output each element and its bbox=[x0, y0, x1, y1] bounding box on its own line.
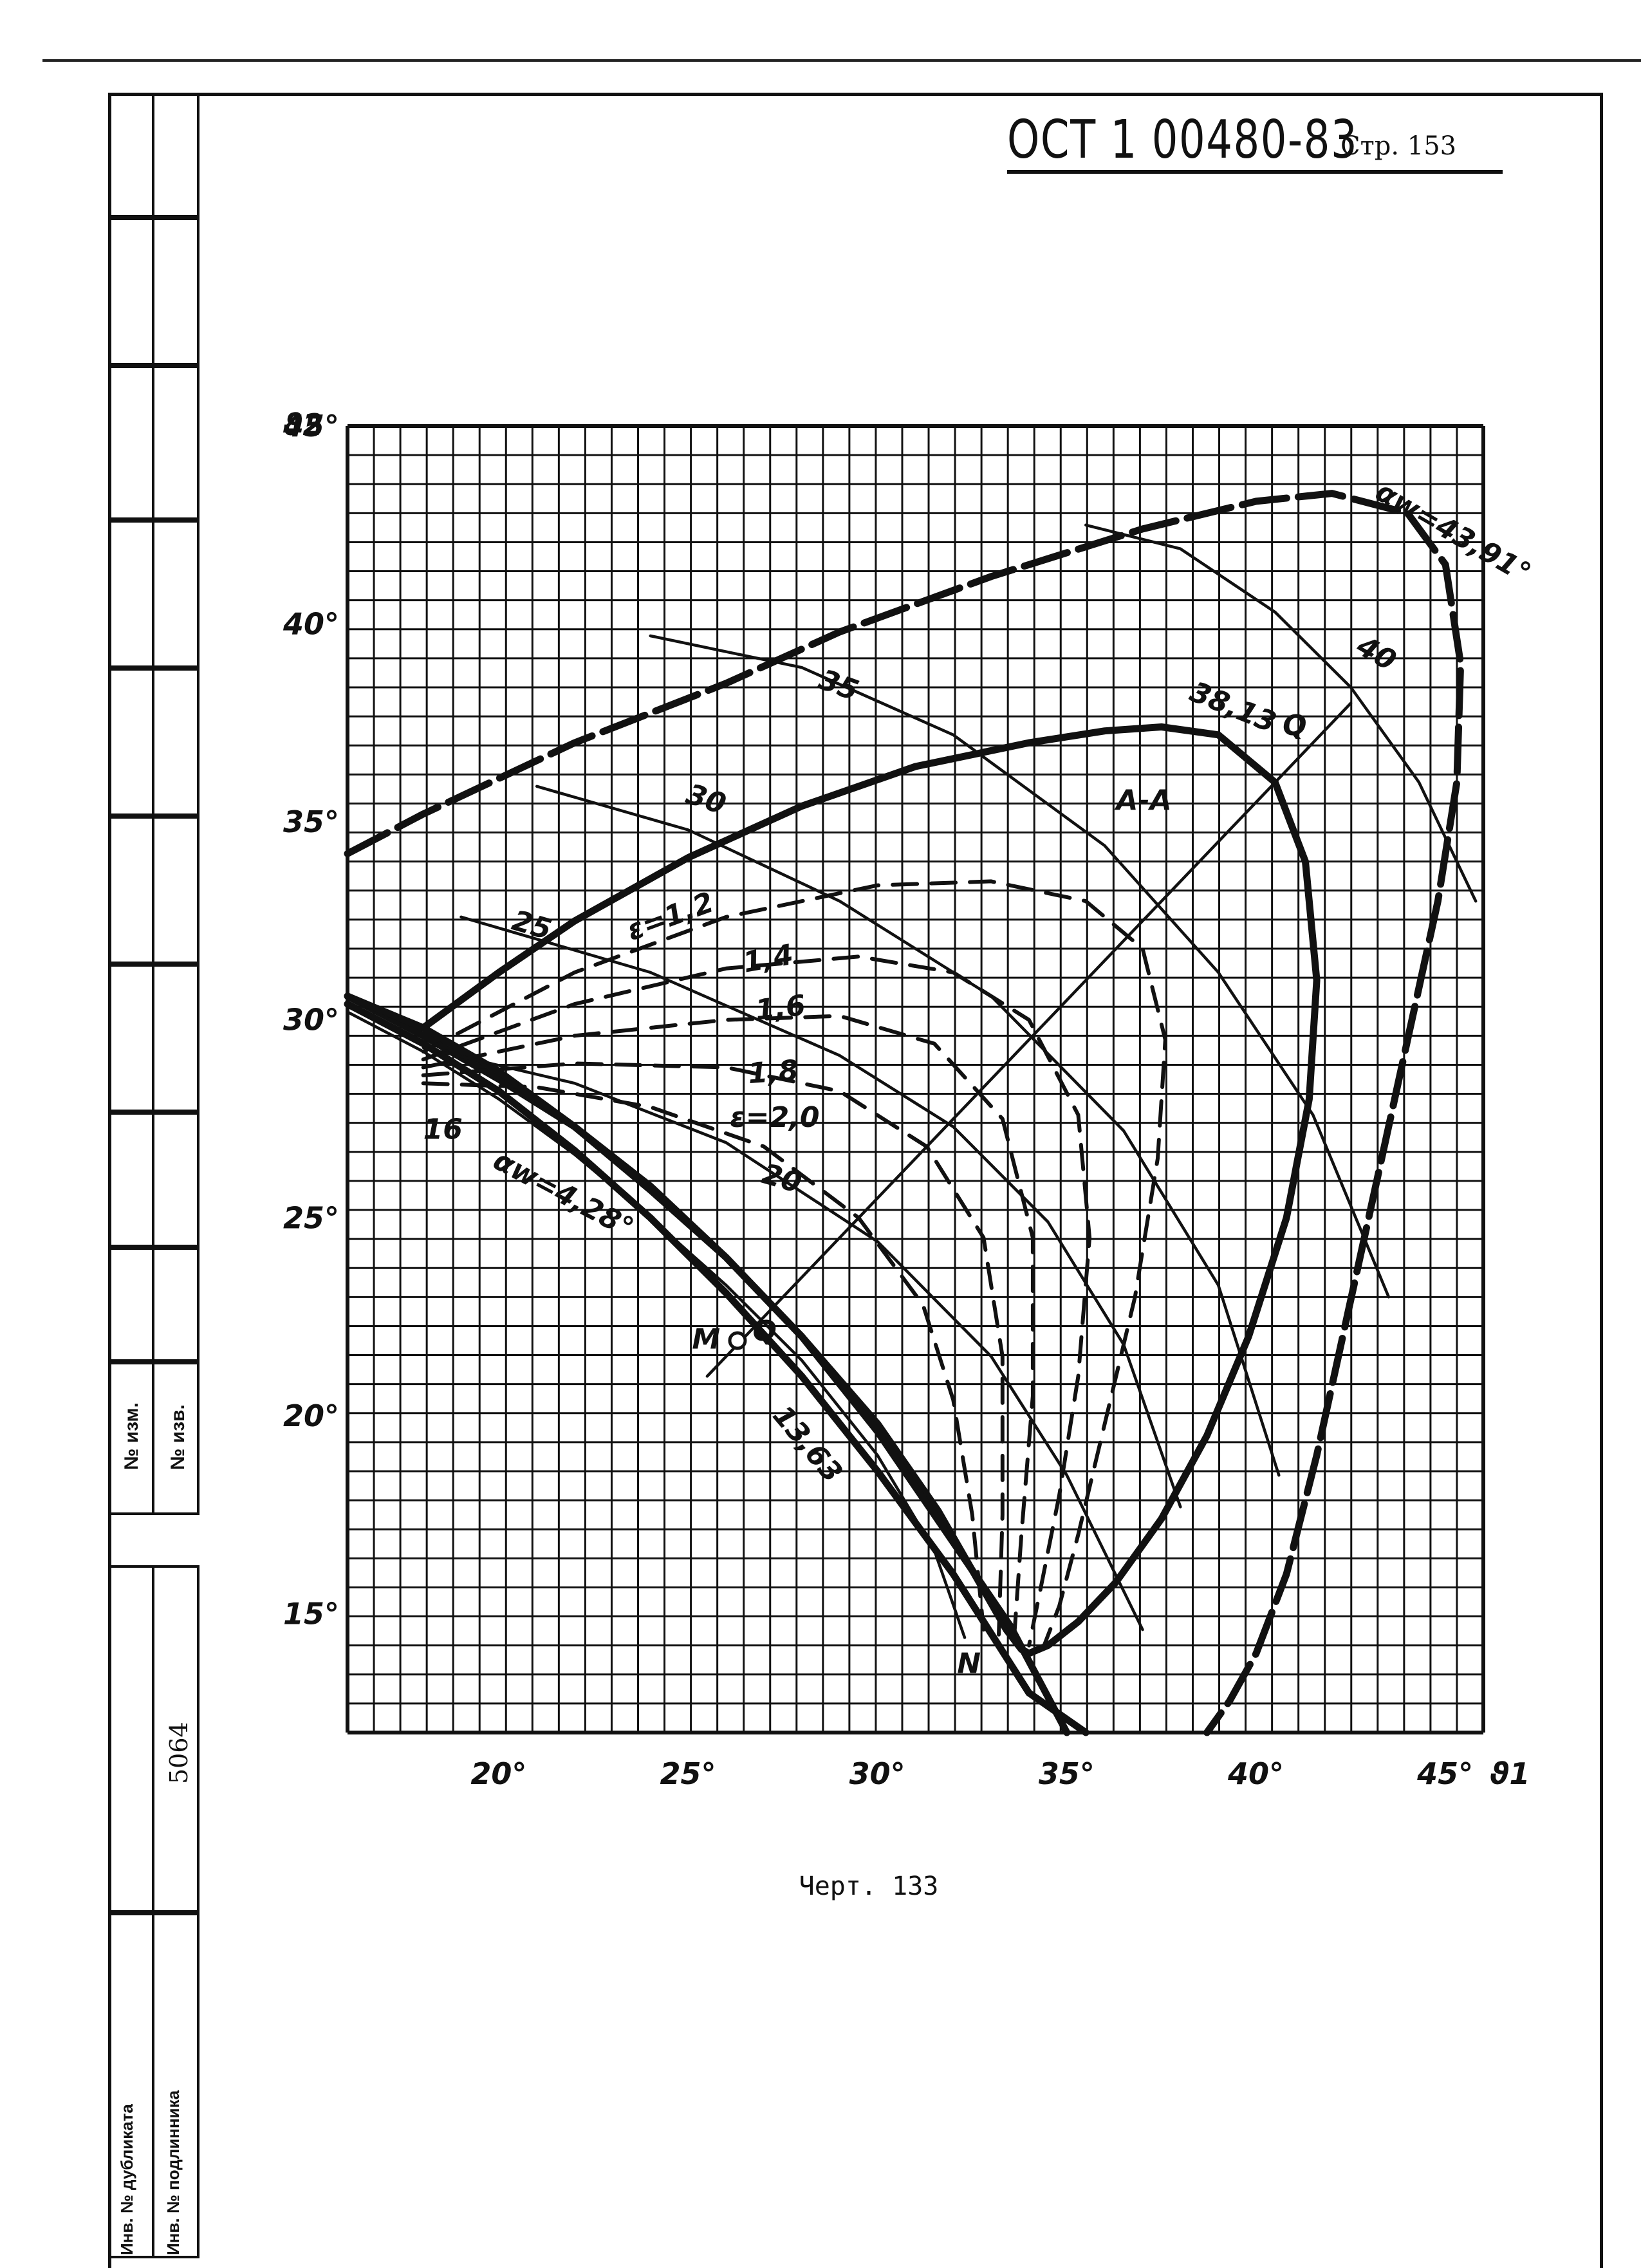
series-curve bbox=[344, 1000, 1089, 1736]
curve-label: 1,6 bbox=[754, 989, 807, 1027]
stamp-divider bbox=[108, 1910, 199, 1915]
x-tick-label: 20° bbox=[470, 1756, 526, 1791]
x-axis-label: ϑ1 bbox=[1490, 1756, 1530, 1791]
curve-label: 30 bbox=[682, 777, 730, 821]
series-curve bbox=[421, 879, 1167, 1648]
y-tick-label: 30° bbox=[283, 1003, 339, 1037]
page-number: Стр. 153 bbox=[1340, 131, 1457, 161]
series-curve bbox=[344, 992, 1071, 1736]
stamp-divider bbox=[108, 363, 199, 368]
curve-label: 20 bbox=[758, 1157, 805, 1200]
curve-label: 16 bbox=[423, 1113, 463, 1146]
stamp-cell bbox=[152, 93, 199, 1515]
series-curve bbox=[422, 1046, 1144, 1631]
series-curve bbox=[346, 1010, 967, 1639]
y-tick-label: 35° bbox=[283, 804, 339, 839]
curve-label: Q bbox=[753, 1315, 777, 1348]
document-header: ОСТ 1 00480-83 Стр. 153 bbox=[1007, 109, 1503, 174]
series-curve bbox=[649, 634, 1391, 1299]
header-underline bbox=[1007, 170, 1503, 174]
y-tick-label: 45° bbox=[283, 409, 339, 443]
y-axis-label: ϑ2 bbox=[283, 407, 323, 442]
stamp-column-bottom: 5064 Инв. № дубликата Инв. № подлинника bbox=[108, 1565, 199, 2258]
curve-label: 1,8 bbox=[747, 1054, 799, 1090]
stamp-divider bbox=[108, 1110, 199, 1115]
series-curve bbox=[344, 490, 1465, 1736]
page-top-rule bbox=[42, 59, 1641, 62]
series-curve bbox=[421, 1014, 1035, 1644]
curve-label: 40 bbox=[1351, 629, 1402, 677]
curve-label: N bbox=[957, 1648, 981, 1680]
curve-label: 35 bbox=[815, 663, 863, 707]
figure-caption: Черт. 133 bbox=[799, 1872, 939, 1901]
document-code: ОСТ 1 00480-83 bbox=[1007, 109, 1358, 171]
series-curve bbox=[1084, 523, 1478, 903]
curve-label: A-A bbox=[1114, 785, 1171, 817]
y-tick-label: 40° bbox=[283, 607, 339, 642]
y-tick-label: 25° bbox=[283, 1200, 339, 1235]
y-tick-label: 15° bbox=[283, 1596, 339, 1631]
curve-label: M bbox=[692, 1323, 720, 1355]
stamp-divider bbox=[108, 962, 199, 967]
stamp-divider bbox=[108, 215, 199, 220]
curve-label: ε=2,0 bbox=[730, 1101, 819, 1134]
point-marker-m bbox=[728, 1331, 747, 1350]
series-curve bbox=[459, 915, 1182, 1509]
series-curve bbox=[421, 954, 1092, 1648]
curve-label: Q bbox=[1283, 709, 1306, 742]
x-tick-label: 25° bbox=[660, 1756, 716, 1791]
chart-ticks: 20° 25° 30° 35° 40° 45°15°20°25°30°35°40°45°ϑ… bbox=[283, 407, 1530, 1791]
series-curve bbox=[705, 702, 1353, 1378]
chart-series bbox=[344, 490, 1478, 1736]
y-tick-label: 20° bbox=[283, 1399, 339, 1433]
stamp-divider bbox=[108, 1245, 199, 1250]
x-tick-label: 40° bbox=[1227, 1756, 1284, 1791]
stamp-divider bbox=[108, 517, 199, 523]
series-curve bbox=[344, 723, 1321, 1657]
curve-label: 1,4 bbox=[741, 938, 796, 980]
stamp-divider bbox=[108, 813, 199, 819]
x-tick-label: 35° bbox=[1039, 1756, 1095, 1791]
x-tick-label: 30° bbox=[849, 1756, 905, 1791]
stamp-divider bbox=[108, 665, 199, 671]
series-curve bbox=[535, 785, 1281, 1477]
stamp-column-top: № изм. № изв. bbox=[108, 93, 199, 1515]
curve-label: αw=43,91° bbox=[1370, 475, 1536, 590]
x-tick-label: 45° bbox=[1416, 1756, 1473, 1791]
stamp-divider bbox=[108, 1359, 199, 1364]
